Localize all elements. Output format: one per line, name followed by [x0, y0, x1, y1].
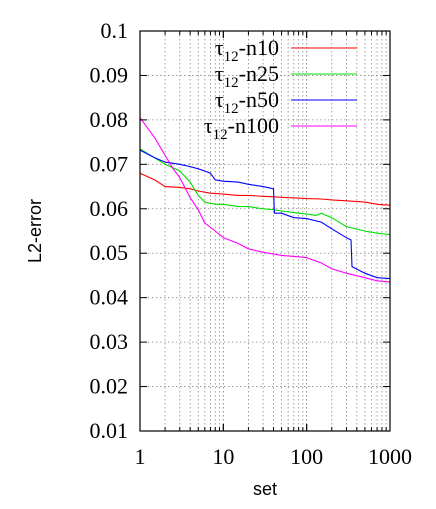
y-tick-label: 0.01 [90, 418, 129, 443]
legend-label: τ12-n100 [204, 113, 279, 143]
series-line-3 [139, 149, 391, 280]
x-axis-title: set [253, 479, 277, 499]
x-tick-label: 1 [135, 444, 146, 469]
series-line-2 [139, 148, 391, 236]
y-tick-label: 0.06 [90, 196, 129, 221]
axis-ticks [139, 30, 391, 432]
y-tick-label: 0.03 [90, 329, 129, 354]
legend-label: τ12-n10 [215, 35, 279, 65]
legend-label: τ12-n50 [215, 87, 279, 117]
tick-labels: 0.01 0.02 0.03 0.04 0.05 0.06 0.07 0.08 0.09 0.1 1… [90, 18, 413, 469]
y-tick-label: 0.05 [90, 240, 129, 265]
y-axis-title: L2-error [25, 199, 45, 263]
x-tick-label: 1000 [368, 444, 412, 469]
x-tick-label: 100 [290, 444, 323, 469]
series-line-1 [139, 172, 391, 206]
y-tick-label: 0.1 [101, 18, 129, 43]
grid [140, 31, 390, 431]
legend-label: τ12-n25 [215, 61, 279, 91]
y-tick-label: 0.07 [90, 151, 129, 176]
x-tick-label: 10 [212, 444, 234, 469]
series-line-4 [139, 117, 391, 283]
y-tick-label: 0.04 [90, 285, 129, 310]
plot-frame [139, 30, 391, 432]
y-tick-label: 0.08 [90, 107, 129, 132]
y-tick-label: 0.02 [90, 374, 129, 399]
y-tick-label: 0.09 [90, 62, 129, 87]
series-lines [139, 117, 391, 283]
